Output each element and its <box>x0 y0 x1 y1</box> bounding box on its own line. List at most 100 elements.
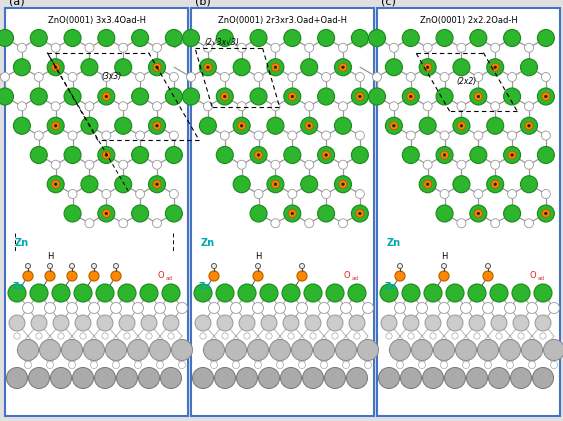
Circle shape <box>346 368 368 389</box>
Circle shape <box>89 271 99 281</box>
Circle shape <box>334 59 351 76</box>
Circle shape <box>237 102 246 111</box>
Circle shape <box>351 205 368 222</box>
Circle shape <box>518 333 524 339</box>
Circle shape <box>443 154 446 156</box>
Circle shape <box>64 29 81 46</box>
Circle shape <box>441 264 446 269</box>
Circle shape <box>136 131 145 140</box>
Circle shape <box>491 102 500 111</box>
Circle shape <box>436 147 453 163</box>
Circle shape <box>403 315 419 331</box>
Circle shape <box>452 333 458 339</box>
Circle shape <box>403 88 419 105</box>
Circle shape <box>486 59 504 76</box>
Circle shape <box>419 117 436 134</box>
Circle shape <box>300 264 305 269</box>
Circle shape <box>548 303 560 314</box>
Circle shape <box>470 88 487 105</box>
Circle shape <box>409 95 412 98</box>
Circle shape <box>318 29 334 46</box>
Circle shape <box>403 147 419 163</box>
Circle shape <box>288 93 296 101</box>
Circle shape <box>544 95 547 98</box>
Circle shape <box>176 303 187 314</box>
Circle shape <box>378 368 400 389</box>
Circle shape <box>95 368 115 389</box>
Circle shape <box>146 333 152 339</box>
Circle shape <box>244 333 250 339</box>
Circle shape <box>254 189 263 198</box>
Circle shape <box>470 29 487 46</box>
Circle shape <box>520 117 538 134</box>
Circle shape <box>102 131 111 140</box>
Circle shape <box>168 333 174 339</box>
Circle shape <box>417 303 427 314</box>
Circle shape <box>457 122 466 130</box>
Circle shape <box>208 303 220 314</box>
Circle shape <box>297 271 307 281</box>
Circle shape <box>336 339 356 360</box>
Circle shape <box>52 284 70 302</box>
Circle shape <box>484 361 491 369</box>
Circle shape <box>424 180 432 188</box>
Circle shape <box>135 361 142 369</box>
Circle shape <box>31 315 47 331</box>
Text: (2x2): (2x2) <box>457 77 477 86</box>
Circle shape <box>271 180 279 188</box>
Circle shape <box>47 176 64 193</box>
Circle shape <box>248 339 269 360</box>
Circle shape <box>118 284 136 302</box>
Circle shape <box>338 43 347 52</box>
Text: ad: ad <box>352 275 359 280</box>
Circle shape <box>102 93 110 101</box>
Circle shape <box>119 160 128 169</box>
Circle shape <box>68 361 75 369</box>
Circle shape <box>334 117 351 134</box>
Circle shape <box>55 66 57 69</box>
Circle shape <box>271 160 280 169</box>
Circle shape <box>341 303 351 314</box>
Circle shape <box>403 29 419 46</box>
Circle shape <box>284 29 301 46</box>
Circle shape <box>216 29 233 46</box>
Circle shape <box>373 72 382 82</box>
Circle shape <box>408 333 414 339</box>
Circle shape <box>153 63 161 71</box>
Circle shape <box>491 43 500 52</box>
Circle shape <box>359 95 361 98</box>
Circle shape <box>9 315 25 331</box>
Circle shape <box>423 102 432 111</box>
Circle shape <box>23 303 34 314</box>
Circle shape <box>29 368 50 389</box>
Circle shape <box>474 93 482 101</box>
Circle shape <box>96 284 114 302</box>
Circle shape <box>250 88 267 105</box>
Circle shape <box>68 131 77 140</box>
Circle shape <box>105 154 108 156</box>
Circle shape <box>233 59 250 76</box>
Circle shape <box>284 205 301 222</box>
Circle shape <box>88 303 100 314</box>
Circle shape <box>149 59 166 76</box>
Circle shape <box>233 176 250 193</box>
Circle shape <box>119 43 128 52</box>
Circle shape <box>511 368 531 389</box>
Circle shape <box>17 102 26 111</box>
Circle shape <box>166 29 182 46</box>
Circle shape <box>156 66 158 69</box>
Circle shape <box>419 176 436 193</box>
Circle shape <box>542 210 550 218</box>
Text: H: H <box>255 252 261 261</box>
Text: H: H <box>441 252 447 261</box>
Circle shape <box>355 72 364 82</box>
Circle shape <box>212 264 217 269</box>
Circle shape <box>149 117 166 134</box>
Circle shape <box>298 361 306 369</box>
Circle shape <box>64 205 81 222</box>
Circle shape <box>355 131 364 140</box>
Circle shape <box>150 339 171 360</box>
Text: ad: ad <box>538 275 545 280</box>
Circle shape <box>81 117 98 134</box>
Circle shape <box>254 361 262 369</box>
